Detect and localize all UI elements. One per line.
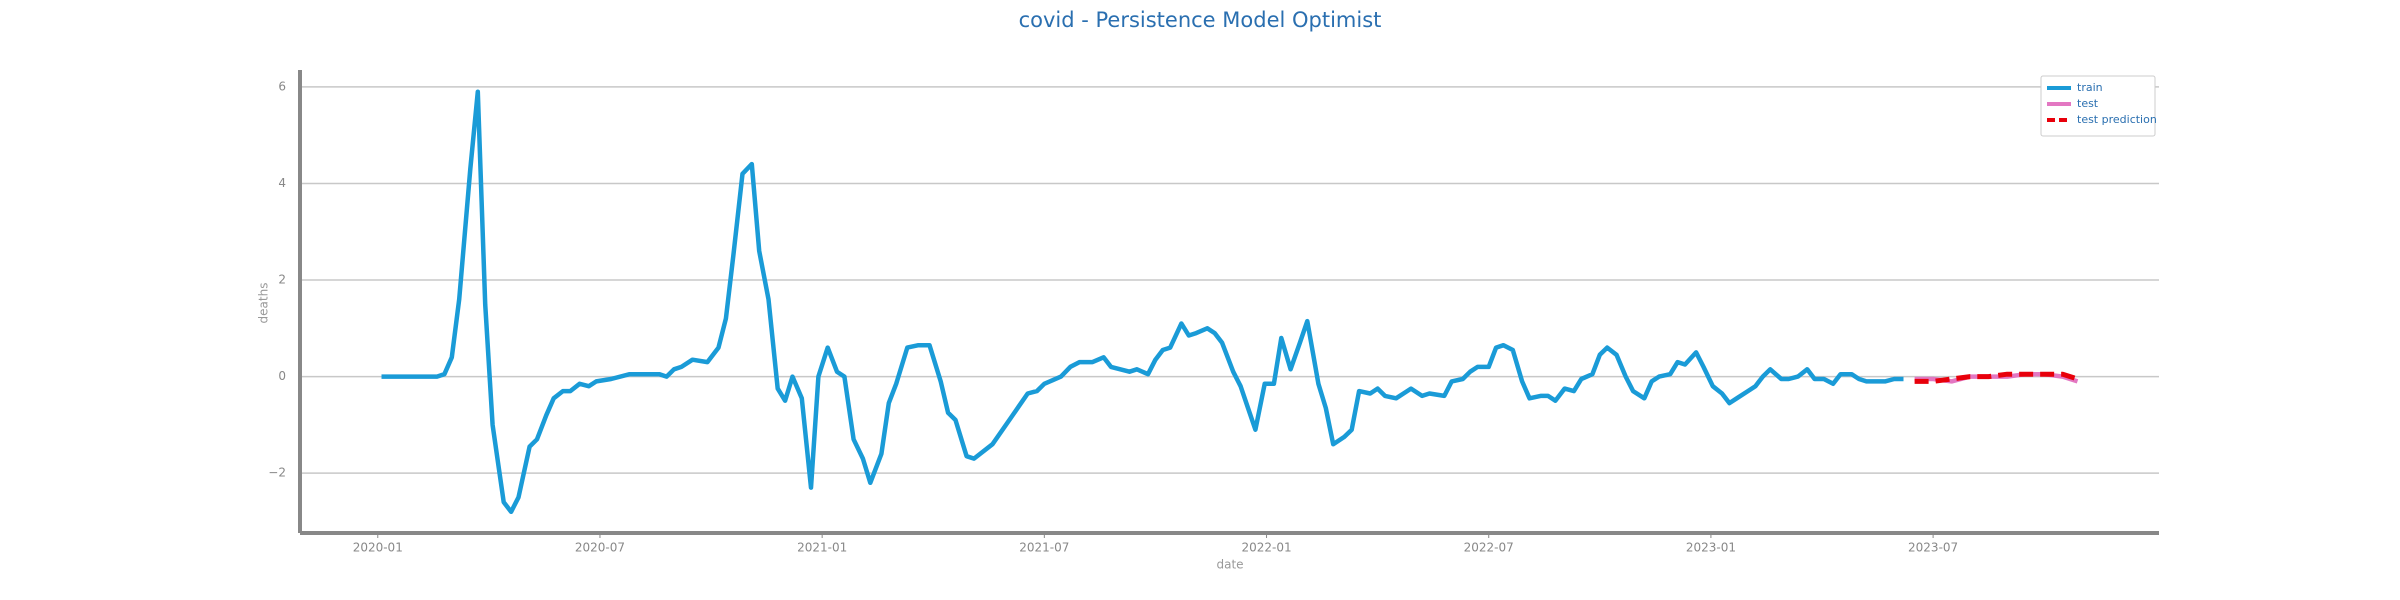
y-tick-label: 0 xyxy=(278,369,286,383)
x-tick-label: 2021-07 xyxy=(1019,541,1069,555)
x-tick-label: 2021-01 xyxy=(797,541,847,555)
y-tick-label: 6 xyxy=(278,79,286,93)
x-tick-label: 2020-01 xyxy=(353,541,403,555)
legend-label: test xyxy=(2077,97,2099,110)
y-axis-label: deaths xyxy=(257,283,271,324)
legend-label: test prediction xyxy=(2077,113,2157,126)
line-series xyxy=(1914,371,2079,384)
y-tick-label: −2 xyxy=(268,466,286,480)
x-tick-label: 2022-01 xyxy=(1241,541,1291,555)
line-series xyxy=(381,89,1904,515)
chart-title: covid - Persistence Model Optimist xyxy=(1019,8,1382,32)
legend-box xyxy=(2040,75,2156,137)
x-tick-label: 2022-07 xyxy=(1464,541,1514,555)
x-tick-label: 2020-07 xyxy=(575,541,625,555)
x-tick-label: 2023-01 xyxy=(1686,541,1736,555)
y-tick-label: 4 xyxy=(278,176,286,190)
legend-label: train xyxy=(2077,81,2103,94)
x-axis-label: date xyxy=(1216,558,1243,572)
y-tick-label: 2 xyxy=(278,273,286,287)
x-tick-label: 2023-07 xyxy=(1908,541,1958,555)
